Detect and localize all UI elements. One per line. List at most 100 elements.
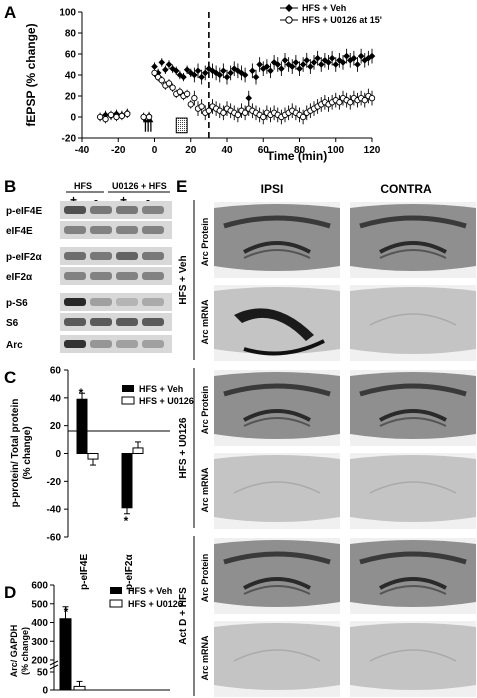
data-point-diamond xyxy=(227,69,234,77)
data-point-diamond xyxy=(350,54,358,62)
row-label-mrna-3: Arc mRNA xyxy=(200,635,210,681)
panel-b-western: HFS U0126 + HFS + - + - p-eIF4EeIF4Ep-eI… xyxy=(6,181,172,353)
panel-label-d: D xyxy=(4,583,16,602)
data-point-diamond xyxy=(307,63,314,70)
data-point-diamond xyxy=(292,59,300,66)
blot-band xyxy=(64,226,86,234)
blot-band xyxy=(90,340,112,348)
blot-band xyxy=(64,206,86,214)
blot-row-label: S6 xyxy=(6,318,19,329)
legend-item-d-1: HFS + Veh xyxy=(128,586,172,596)
data-point-diamond xyxy=(303,57,311,64)
data-point-diamond xyxy=(172,67,180,75)
blot-band xyxy=(116,252,138,260)
x-tick-label: 100 xyxy=(327,145,344,156)
data-point-circle xyxy=(124,110,131,118)
x-tick-label: 60 xyxy=(258,145,270,156)
data-point-circle xyxy=(145,113,153,121)
data-point-diamond xyxy=(191,71,198,79)
ca1-layer xyxy=(359,383,467,397)
tissue-images xyxy=(214,202,476,697)
blot-band xyxy=(116,318,138,326)
y-tick-label: 50 xyxy=(37,668,49,679)
tissue-section xyxy=(214,372,340,439)
x-tick-label: -20 xyxy=(111,145,126,156)
bar xyxy=(73,685,86,691)
data-point-circle xyxy=(260,113,267,121)
legend-item-a-1: HFS + Veh xyxy=(302,3,346,13)
blot-band xyxy=(64,340,86,348)
tissue-section xyxy=(214,455,340,522)
data-point-diamond xyxy=(194,67,202,75)
bars-d xyxy=(59,606,86,691)
x-ticks-a: -40 -20 0 20 40 60 80 100 120 xyxy=(75,138,381,156)
data-point-diamond xyxy=(252,73,260,81)
legend-item-c-2: HFS + U0126 xyxy=(139,396,194,406)
y-tick-label: 100 xyxy=(59,8,76,19)
data-point-diamond xyxy=(328,54,336,62)
y-tick-label: 40 xyxy=(65,71,77,82)
dentate-gyrus-inner xyxy=(243,585,311,595)
panel-label-c: C xyxy=(4,368,16,387)
legend-marker-diamond xyxy=(285,4,293,12)
blot-row-label: Arc xyxy=(6,340,23,351)
data-point-diamond xyxy=(317,61,325,68)
row-label-protein-2: Arc Protein xyxy=(200,386,210,435)
y-axis-label-d-1: Arc/ GAPDH xyxy=(9,625,19,678)
blot-band xyxy=(142,318,164,326)
data-point-diamond xyxy=(354,61,361,68)
tissue-section xyxy=(214,623,340,690)
panel-label-b: B xyxy=(4,177,16,196)
blot-band xyxy=(116,298,138,306)
data-point-circle xyxy=(151,69,158,77)
data-point-circle xyxy=(361,97,368,104)
data-point-circle xyxy=(198,103,205,110)
data-point-circle xyxy=(96,113,104,121)
blot-band xyxy=(64,298,86,306)
sign-3: + xyxy=(120,193,127,207)
dentate-gyrus xyxy=(379,241,447,254)
blot-row-label: p-eIF2α xyxy=(6,252,42,263)
data-point-circle xyxy=(165,80,173,87)
data-point-circle xyxy=(158,77,165,84)
series-hfs-veh xyxy=(96,48,376,122)
sig-star-d: * xyxy=(64,605,69,619)
blot-band xyxy=(116,272,138,280)
blot-row-label: p-S6 xyxy=(6,298,28,309)
data-point-diamond xyxy=(314,54,321,62)
data-point-diamond xyxy=(332,61,340,68)
hfs-arrowhead xyxy=(148,118,154,123)
bar xyxy=(76,398,88,455)
x-tick-label: 0 xyxy=(152,145,158,156)
y-tick-label: 600 xyxy=(31,581,48,592)
dentate-gyrus-inner xyxy=(379,417,447,427)
data-point-diamond xyxy=(263,63,271,70)
ca1-layer xyxy=(223,215,331,229)
blot-band xyxy=(64,318,86,326)
data-point-circle xyxy=(187,101,194,108)
data-point-diamond xyxy=(180,73,187,81)
legend-item-c-1: HFS + Veh xyxy=(139,384,183,394)
x-tick-label: 80 xyxy=(294,145,306,156)
group-label-hfs-u0126: HFS + U0126 xyxy=(178,417,189,478)
sign-2: - xyxy=(94,193,98,207)
sign-1: + xyxy=(70,193,77,207)
bar xyxy=(132,447,144,454)
dentate-gyrus-inner xyxy=(243,249,311,259)
x-tick-label: 20 xyxy=(185,145,197,156)
blot-band xyxy=(64,252,86,260)
legend-a: HFS + Veh HFS + U0126 at 15' xyxy=(280,3,382,25)
panel-label-e: E xyxy=(176,177,187,196)
faint-layer xyxy=(233,649,321,662)
data-point-diamond xyxy=(216,71,224,79)
legend-c: HFS + Veh HFS + U0126 xyxy=(121,384,194,406)
blot-band xyxy=(142,252,164,260)
blot-band xyxy=(90,252,112,260)
ca1-layer xyxy=(223,383,331,397)
data-point-circle xyxy=(102,115,109,123)
faint-layer xyxy=(369,649,457,662)
y-tick-label: -60 xyxy=(47,533,62,544)
blot-row-label: eIF4E xyxy=(6,226,33,237)
tissue-section xyxy=(350,287,476,354)
